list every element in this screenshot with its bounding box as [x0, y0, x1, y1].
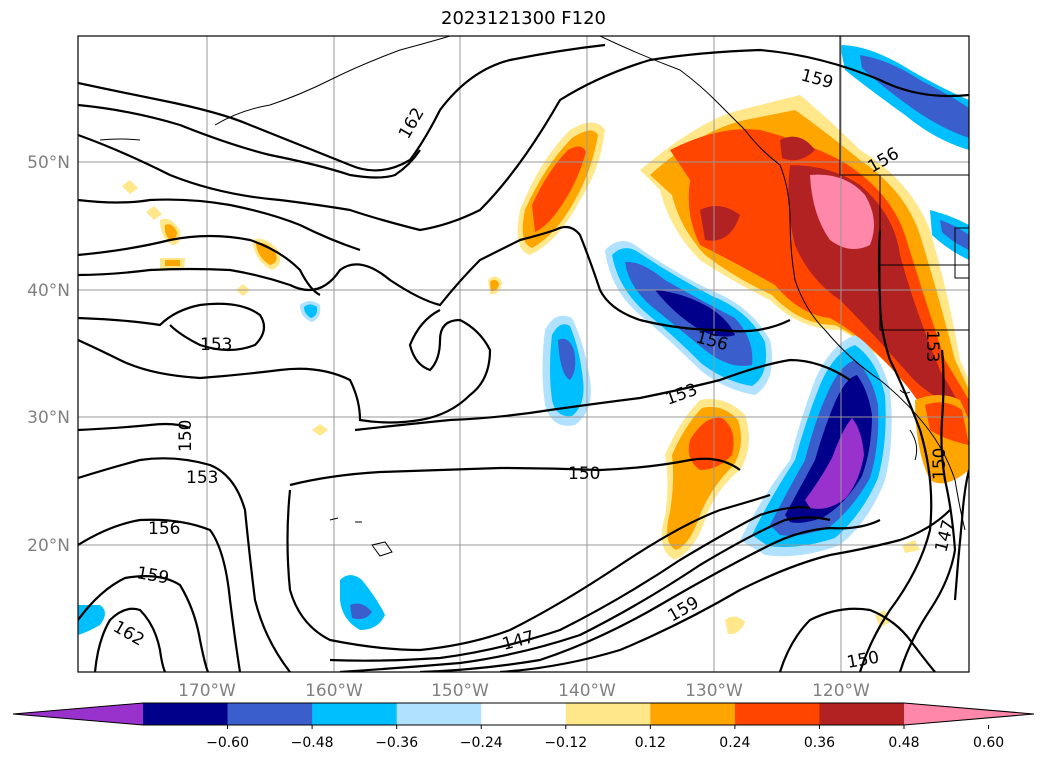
colorbar-tick-label: −0.36	[375, 735, 418, 751]
contour-label-153-west: 153	[200, 335, 232, 355]
contour-label-162-southwest: 162	[110, 617, 148, 651]
contour-label-150-south: 150	[845, 648, 880, 673]
colorbar-tick-label: −0.60	[206, 735, 249, 751]
colorbar-segment	[227, 703, 313, 725]
map-title: 2023121300 F120	[441, 8, 606, 29]
colorbar-tick-label: −0.48	[291, 735, 334, 751]
colorbar-segment	[734, 703, 820, 725]
lat-label-40n: 40°N	[27, 281, 70, 301]
contour-label-153-central: 153	[663, 380, 700, 410]
colorbar-segment	[143, 703, 229, 725]
map-frame	[77, 35, 970, 673]
contour-label-159-southwest: 159	[135, 563, 170, 588]
colorbar-segment	[819, 703, 905, 725]
contour-label-150-east: 150	[930, 448, 950, 480]
contour-label-150-central: 150	[568, 464, 600, 484]
colorbar-extend-low	[13, 703, 143, 725]
colorbar-segment	[481, 703, 567, 725]
contour-label-153-southwest: 153	[186, 468, 218, 488]
colorbar-extend-high	[904, 703, 1034, 725]
colorbar-tick-label: 0.60	[973, 735, 1004, 751]
colorbar-tick-label: 0.36	[804, 735, 835, 751]
colorbar-segment	[565, 703, 651, 725]
lon-label-170w: 170°W	[178, 681, 236, 701]
coastlines	[99, 36, 969, 557]
contour-label-150-west: 150	[176, 420, 196, 452]
contour-lines	[78, 43, 969, 672]
lat-label-30n: 30°N	[27, 408, 70, 428]
lon-label-130w: 130°W	[685, 681, 743, 701]
lat-label-50n: 50°N	[27, 153, 70, 173]
colorbar-segment	[396, 703, 482, 725]
colorbar-outline	[12, 702, 1035, 726]
lat-label-20n: 20°N	[27, 536, 70, 556]
colorbar-segment	[650, 703, 736, 725]
colorbar-tick-label: 0.24	[719, 735, 750, 751]
contour-label-159-north: 159	[799, 66, 836, 94]
lon-label-160w: 160°W	[305, 681, 363, 701]
colorbar-segment	[312, 703, 398, 725]
pink-anomaly-nw	[810, 174, 874, 249]
contour-label-162-north: 162	[395, 104, 429, 142]
colorbar: −0.60 −0.48 −0.36 −0.24 −0.12 0.12 0.24 0.36 0.4…	[12, 702, 1035, 751]
colorbar-tick-label: 0.12	[635, 735, 666, 751]
lon-label-120w: 120°W	[812, 681, 870, 701]
lon-label-140w: 140°W	[558, 681, 616, 701]
colorbar-ticks: −0.60 −0.48 −0.36 −0.24 −0.12 0.12 0.24 0.36 0.4…	[206, 725, 1004, 751]
shaded-anomaly-layer	[78, 45, 969, 635]
colorbar-tick-label: 0.48	[888, 735, 919, 751]
contour-label-153-east: 153	[922, 330, 942, 362]
colorbar-tick-label: −0.12	[544, 735, 587, 751]
lon-label-150w: 150°W	[431, 681, 489, 701]
gridlines	[78, 36, 969, 672]
red-orange-anomaly-nw	[670, 129, 969, 445]
colorbar-segments	[13, 703, 1034, 725]
colorbar-tick-label: −0.24	[460, 735, 503, 751]
contour-label-156-southwest: 156	[148, 519, 180, 539]
